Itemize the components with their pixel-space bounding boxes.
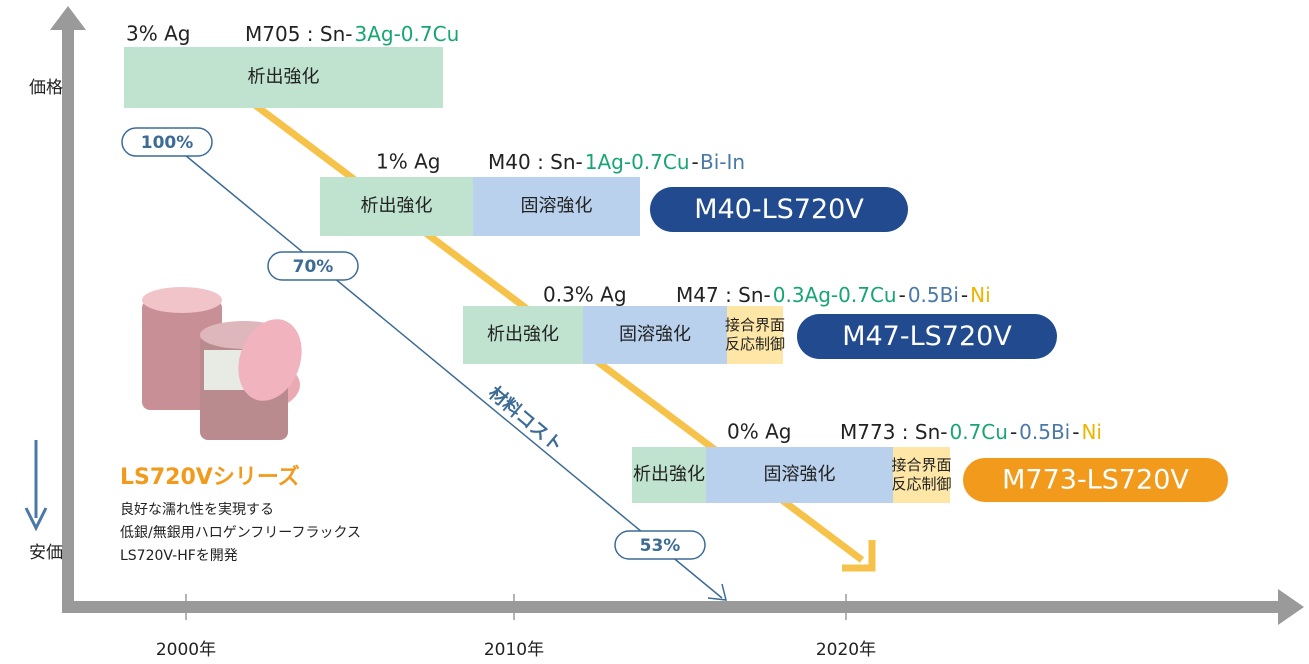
x-tick-label: 2000年 <box>156 640 216 660</box>
y-axis-arrow <box>50 6 86 30</box>
formula-part: Bi-In <box>700 150 745 174</box>
y-bottom-label: 安価 <box>29 543 63 563</box>
alloy-formula: M773 : Sn-0.7Cu-0.5Bi-Ni <box>840 420 1102 444</box>
formula-part: Ni <box>970 283 991 307</box>
cost-value: 70% <box>293 257 334 277</box>
formula-part: 0.5Bi <box>908 283 959 307</box>
silver-content: 0% Ag <box>727 420 791 444</box>
formula-part: M773 : Sn- <box>840 420 947 444</box>
badge-label: M773-LS720V <box>1002 465 1189 496</box>
product-image <box>142 287 313 440</box>
mechanism-label: 析出強化 <box>487 324 559 345</box>
formula-part: M47 : Sn- <box>676 283 771 307</box>
formula-part: 0.3Ag-0.7Cu <box>773 283 897 307</box>
x-tick-label: 2020年 <box>816 640 876 660</box>
mechanism-label: 析出強化 <box>633 464 705 485</box>
product-title: LS720Vシリーズ <box>120 464 300 490</box>
formula-part: Ni <box>1081 420 1102 444</box>
formula-part: M705 : Sn- <box>245 22 352 46</box>
y-top-label: 価格 <box>29 78 63 98</box>
mechanism-label: 固溶強化 <box>764 464 836 485</box>
formula-part: - <box>1010 420 1017 444</box>
badge-label: M40-LS720V <box>694 194 864 225</box>
mechanism-label: 反応制御 <box>725 335 785 353</box>
formula-part: - <box>899 283 906 307</box>
cost-value: 53% <box>640 536 681 556</box>
formula-part: 3Ag-0.7Cu <box>354 22 459 46</box>
formula-part: 0.7Cu <box>949 420 1007 444</box>
silver-content: 0.3% Ag <box>543 283 627 307</box>
product-desc: 低銀/無銀用ハロゲンフリーフラックス <box>120 525 361 541</box>
silver-content: 3% Ag <box>126 22 190 46</box>
formula-part: - <box>1072 420 1079 444</box>
mechanism-label: 接合界面 <box>891 456 951 474</box>
mechanism-label: 析出強化 <box>361 196 433 217</box>
formula-part: - <box>692 150 699 174</box>
x-tick-label: 2010年 <box>484 640 544 660</box>
mechanism-label: 固溶強化 <box>521 196 593 217</box>
formula-part: 0.5Bi <box>1019 420 1070 444</box>
product-desc: LS720V-HFを開発 <box>120 548 238 564</box>
mechanism-label: 析出強化 <box>248 67 320 88</box>
cost-value: 100% <box>141 133 194 153</box>
mechanism-label: 固溶強化 <box>619 324 691 345</box>
formula-part: M40 : Sn- <box>488 150 583 174</box>
x-axis-arrow <box>1278 589 1304 625</box>
formula-part: - <box>961 283 968 307</box>
diagram: 価格 安価 材料コスト LS720Vシリーズ 2000年 2010年 2020年 良好… <box>0 0 1309 664</box>
silver-content: 1% Ag <box>376 150 440 174</box>
product-desc: 良好な濡れ性を実現する <box>120 502 274 518</box>
mechanism-label: 反応制御 <box>891 475 951 493</box>
cost-line-head <box>708 584 726 600</box>
badge-label: M47-LS720V <box>842 321 1012 352</box>
alloy-formula: M40 : Sn-1Ag-0.7Cu-Bi-In <box>488 150 745 174</box>
mechanism-label: 接合界面 <box>725 316 785 334</box>
alloy-formula: M47 : Sn-0.3Ag-0.7Cu-0.5Bi-Ni <box>676 283 991 307</box>
cost-label: 材料コスト <box>484 382 567 457</box>
formula-part: 1Ag-0.7Cu <box>585 150 690 174</box>
alloy-formula: M705 : Sn-3Ag-0.7Cu <box>245 22 459 46</box>
